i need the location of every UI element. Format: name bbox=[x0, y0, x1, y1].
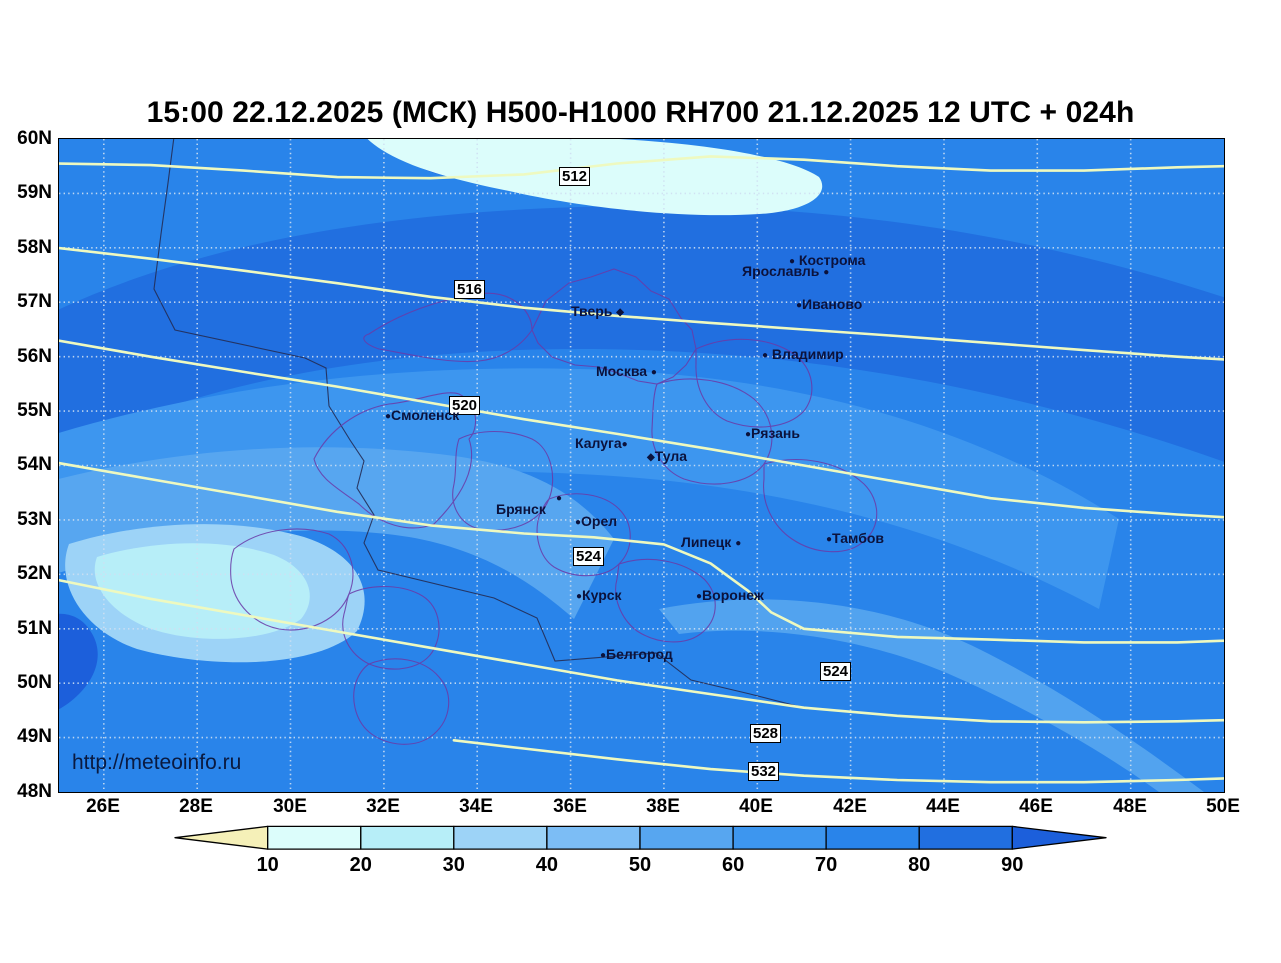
svg-text:20: 20 bbox=[350, 854, 372, 876]
svg-text:80: 80 bbox=[908, 854, 930, 876]
svg-text:60: 60 bbox=[722, 854, 744, 876]
svg-text:90: 90 bbox=[1001, 854, 1023, 876]
svg-text:50: 50 bbox=[629, 854, 651, 876]
svg-text:30: 30 bbox=[443, 854, 465, 876]
svg-text:10: 10 bbox=[257, 854, 279, 876]
svg-text:70: 70 bbox=[815, 854, 837, 876]
svg-text:40: 40 bbox=[536, 854, 558, 876]
